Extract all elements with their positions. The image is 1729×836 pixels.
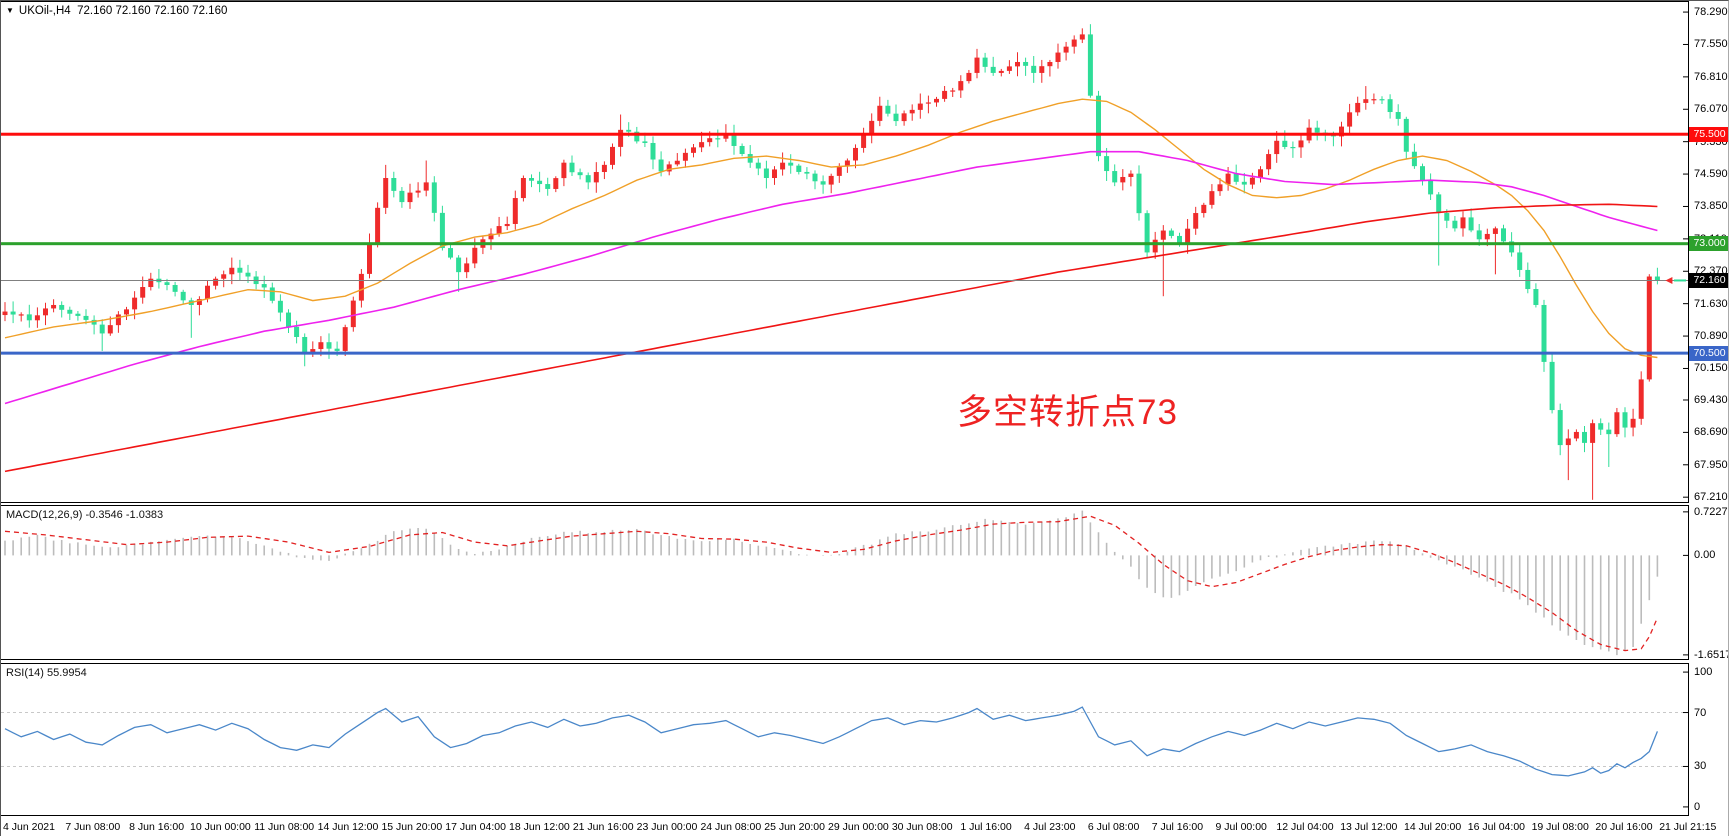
macd-signal-value: -1.0383 [125,509,164,521]
time-axis[interactable]: 4 Jun 2021 7 Jun 08:00 8 Jun 16:00 10 Jun 0… [1,818,1728,836]
time-tick-label: 9 Jul 00:00 [1215,821,1267,833]
chart-title: ▼ UKOil-,H4 72.160 72.160 72.160 72.160 [6,5,227,17]
time-tick-label: 29 Jun 00:00 [828,821,889,833]
time-tick-label: 12 Jul 04:00 [1276,821,1334,833]
price-tick-label: 67.210 [1694,491,1728,504]
price-tick-label: 73.850 [1694,200,1728,213]
time-tick-label: 17 Jun 04:00 [445,821,506,833]
time-tick-label: 15 Jun 20:00 [381,821,443,833]
macd-canvas[interactable] [1,505,1689,660]
price-tick-label: 76.070 [1694,103,1728,116]
last-price-arrow-icon [1665,276,1673,284]
macd-name: MACD(12,26,9) [6,509,83,521]
time-tick-label: 4 Jun 2021 [3,821,55,833]
symbol-dropdown-arrow[interactable]: ▼ [6,6,14,15]
rsi-label: RSI(14) 55.9954 [6,667,87,679]
time-tick-label: 13 Jul 12:00 [1340,821,1398,833]
time-tick-label: 4 Jul 23:00 [1024,821,1076,833]
time-tick-label: 7 Jul 16:00 [1151,821,1204,833]
price-tick-label: 77.550 [1694,38,1728,51]
time-tick-label: 16 Jul 04:00 [1467,821,1525,833]
rsi-name: RSI(14) [6,667,44,679]
price-tick-label: 76.810 [1694,70,1728,83]
price-tick-label: 67.950 [1694,458,1728,471]
rsi-tick-label: 70 [1694,706,1707,719]
price-chart-canvas[interactable] [1,1,1689,503]
price-tick-label: 78.290 [1694,6,1728,19]
time-tick-label: 14 Jun 12:00 [317,821,379,833]
current-price-badge: 72.160 [1689,272,1728,288]
support-line-badge: 70.500 [1689,345,1728,361]
price-tick-label: 70.150 [1694,362,1728,375]
time-tick-label: 24 Jun 08:00 [700,821,762,833]
rsi-tick-label: 30 [1694,760,1707,773]
price-tick-label: 69.430 [1694,393,1728,406]
macd-tick-label: 0.00 [1694,549,1716,562]
time-tick-label: 30 Jun 08:00 [891,821,953,833]
annotation-text: 多空转折点73 [957,393,1178,432]
rsi-canvas[interactable] [1,663,1689,816]
macd-tick-label: 0.7227 [1694,505,1728,518]
time-tick-label: 14 Jul 20:00 [1403,821,1462,833]
resistance-line-badge: 75.500 [1689,126,1728,142]
time-tick-label: 20 Jul 16:00 [1595,821,1653,833]
rsi-tick-label: 100 [1694,666,1713,679]
macd-tick-label: -1.6517 [1694,648,1729,661]
time-tick-label: 25 Jun 20:00 [764,821,825,833]
time-tick-label: 21 Jun 16:00 [572,821,634,833]
time-tick-label: 19 Jul 08:00 [1531,821,1589,833]
time-tick-label: 21 Jul 21:15 [1659,821,1717,833]
time-tick-label: 18 Jun 12:00 [509,821,570,833]
macd-label: MACD(12,26,9) -0.3546 -1.0383 [6,509,163,521]
time-tick-label: 8 Jun 16:00 [129,821,185,833]
macd-main-value: -0.3546 [85,509,123,521]
price-tick-label: 71.630 [1694,297,1728,310]
time-tick-label: 6 Jul 08:00 [1087,821,1140,833]
time-tick-label: 11 Jun 08:00 [254,821,315,833]
price-tick-label: 74.590 [1694,168,1728,181]
rsi-tick-label: 0 [1694,800,1701,813]
price-tick-label: 70.890 [1694,330,1728,343]
time-tick-label: 23 Jun 00:00 [636,821,698,833]
title-quotes: 72.160 72.160 72.160 72.160 [77,5,228,17]
rsi-value: 55.9954 [46,667,87,679]
time-tick-label: 10 Jun 00:00 [190,821,251,833]
title-symbol: UKOil-,H4 [18,5,71,17]
pivot-line-badge: 73.000 [1689,236,1728,252]
time-tick-label: 1 Jul 16:00 [960,821,1012,833]
time-tick-label: 7 Jun 08:00 [65,821,121,833]
price-tick-label: 68.690 [1694,426,1728,439]
price-axis-strip[interactable] [1689,1,1728,817]
